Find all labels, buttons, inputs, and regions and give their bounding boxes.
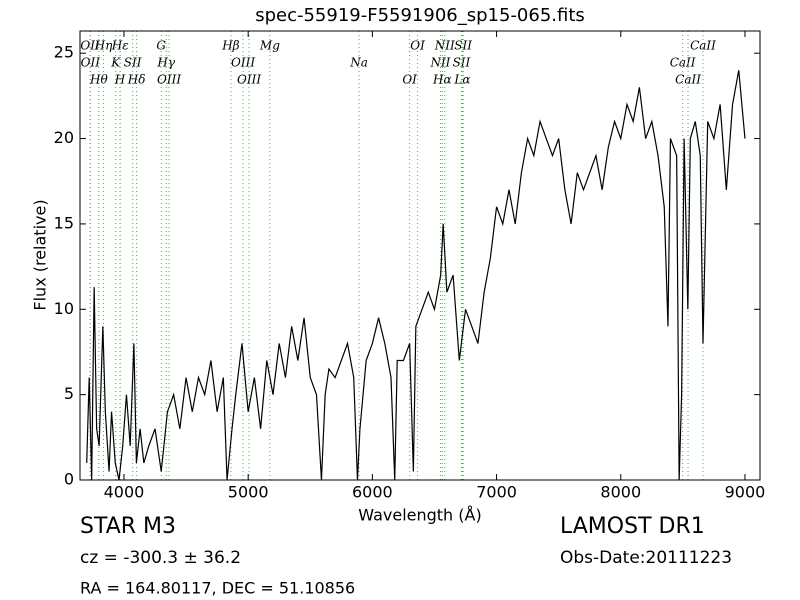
x-tick-label: 5000 <box>228 483 269 502</box>
feature-label: SII <box>124 56 142 70</box>
feature-label: OI <box>410 39 425 53</box>
x-tick-label: 7000 <box>476 483 517 502</box>
feature-label: OIII <box>237 73 261 87</box>
feature-label: OII <box>80 39 100 53</box>
coords-label: RA = 164.80117, DEC = 51.10856 <box>80 579 355 598</box>
feature-label: OIII <box>157 73 181 87</box>
y-tick-label: 15 <box>54 213 74 232</box>
feature-label: Na <box>349 56 368 70</box>
feature-label: SII <box>454 39 472 53</box>
x-axis-label: Wavelength (Å) <box>358 506 481 525</box>
y-tick-label: 20 <box>54 128 74 147</box>
redshift-label: cz = -300.3 ± 36.2 <box>80 548 241 568</box>
feature-label: Hβ <box>221 39 239 53</box>
feature-label: Lα <box>453 73 470 87</box>
feature-label: OII <box>81 56 101 70</box>
x-tick-label: 9000 <box>725 483 766 502</box>
y-axis-label: Flux (relative) <box>31 199 50 310</box>
feature-label: CaII <box>690 39 716 53</box>
feature-label: K <box>110 56 121 70</box>
feature-label: G <box>156 39 166 53</box>
feature-label: SII <box>453 56 471 70</box>
feature-label: Hε <box>111 39 129 53</box>
feature-label: CaII <box>675 73 701 87</box>
x-tick-label: 8000 <box>600 483 641 502</box>
feature-label: OIII <box>231 56 255 70</box>
y-tick-label: 10 <box>54 299 74 318</box>
feature-label: Hα <box>432 73 452 87</box>
feature-label: Mg <box>259 39 280 53</box>
feature-label: NII <box>434 39 455 53</box>
x-tick-label: 4000 <box>104 483 145 502</box>
y-tick-label: 0 <box>64 470 74 489</box>
feature-label: Hθ <box>89 73 108 87</box>
y-tick-label: 5 <box>64 384 74 403</box>
feature-label: Hη <box>94 39 113 53</box>
x-tick-label: 6000 <box>352 483 393 502</box>
survey-label: LAMOST DR1 <box>560 514 705 539</box>
spectrum-line <box>86 70 746 481</box>
y-tick-label: 25 <box>54 43 74 62</box>
plot-frame <box>79 30 761 481</box>
feature-label: Hγ <box>156 56 175 70</box>
feature-label: CaII <box>670 56 696 70</box>
chart-title: spec-55919-F5591906_sp15-065.fits <box>255 5 585 26</box>
object-label: STAR M3 <box>80 514 176 539</box>
feature-label: NII <box>429 56 450 70</box>
feature-label: OI <box>402 73 417 87</box>
date-label: Obs-Date:20111223 <box>560 548 732 568</box>
feature-label: Hδ <box>127 73 146 87</box>
